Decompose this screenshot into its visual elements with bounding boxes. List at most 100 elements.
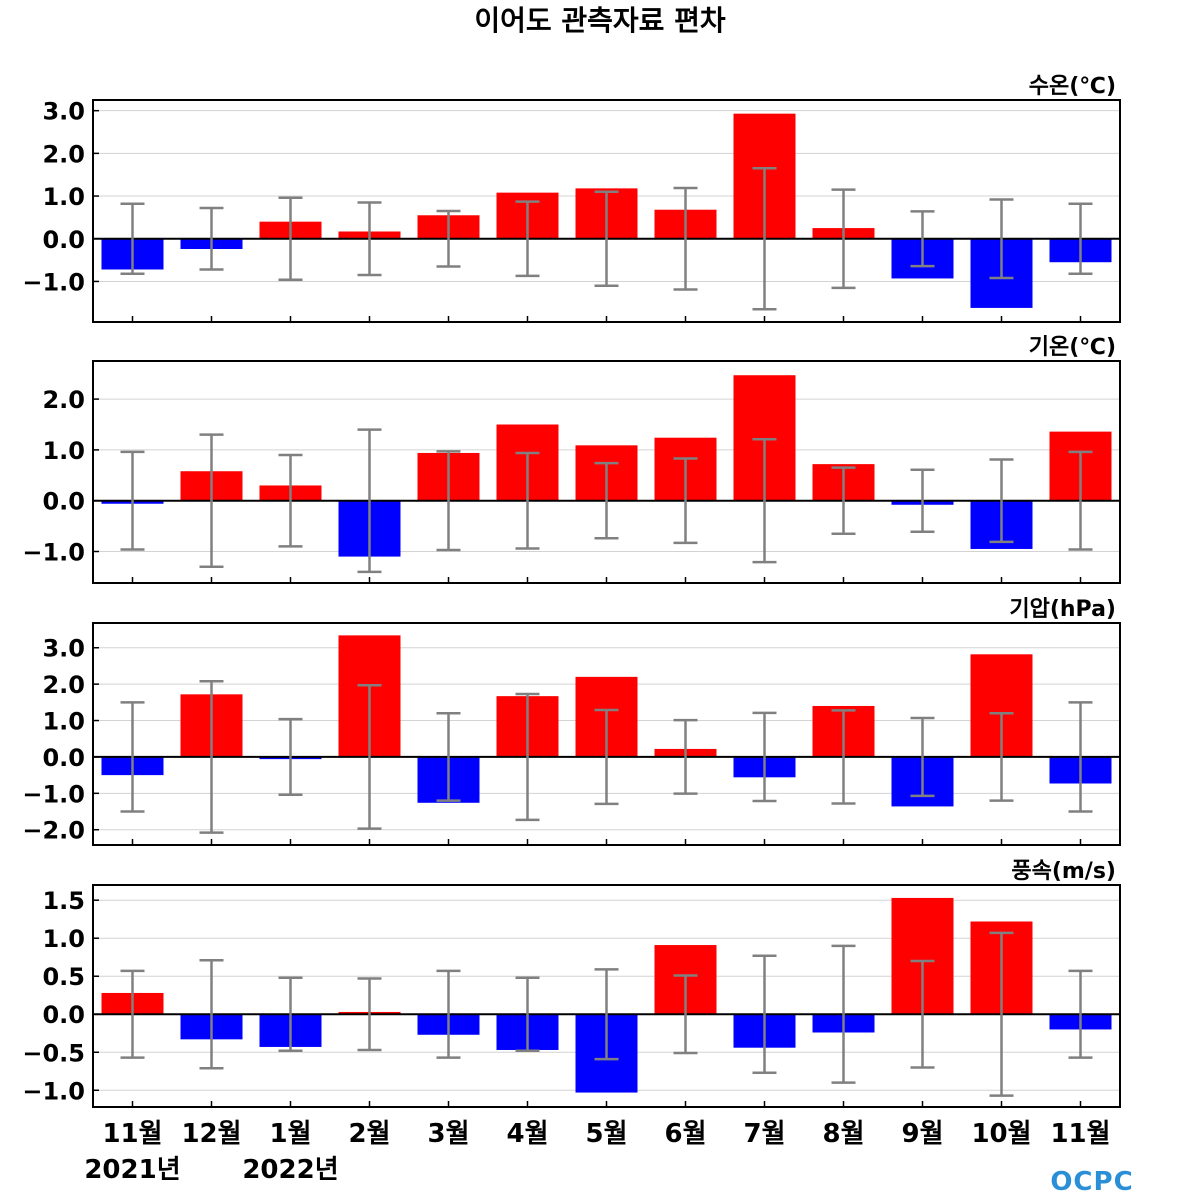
chart-panels: 수온(℃)3.02.01.00.0−1.0기온(℃)2.01.00.0−1.0기…	[22, 74, 1121, 1108]
error-bar	[831, 188, 856, 290]
y-tick-label: 0.0	[42, 488, 85, 516]
error-bar	[357, 428, 382, 574]
error-bar	[357, 683, 382, 830]
error-bar	[120, 202, 145, 276]
error-bar	[515, 692, 540, 822]
y-tick-label: 1.5	[42, 887, 85, 915]
y-tick-label: −1.0	[22, 268, 85, 296]
year-label: 2021년	[84, 1155, 180, 1185]
y-tick-label: 0.0	[42, 226, 85, 254]
panel-frame	[92, 360, 1121, 584]
error-bar	[436, 969, 461, 1059]
error-bar	[673, 186, 698, 291]
error-bar	[831, 709, 856, 805]
panel-unit-label: 기압(hPa)	[1009, 597, 1116, 622]
error-bar	[199, 433, 224, 568]
y-tick-label: 0.0	[42, 744, 85, 772]
x-tick-label: 8월	[822, 1119, 864, 1149]
error-bar	[357, 201, 382, 277]
error-bar	[594, 190, 619, 287]
panel-3: 기압(hPa) 3.0 2.0 1.0 0.0 −1.0 −2.0	[22, 597, 1121, 846]
chart-title: 이어도 관측자료 편차	[474, 4, 726, 37]
error-bar	[1068, 450, 1093, 551]
error-bar	[831, 944, 856, 1084]
error-bar	[278, 453, 303, 548]
error-bar	[278, 717, 303, 797]
panel-4: 풍속(m/s) 1.5 1.0 0.5 0.0 −0.5 −1.0	[22, 859, 1121, 1108]
panel-2: 기온(℃) 2.0 1.0 0.0 −1.0	[22, 335, 1121, 584]
error-bar	[673, 718, 698, 795]
error-bar	[910, 210, 935, 268]
error-bar	[357, 977, 382, 1052]
panel-frame	[92, 99, 1121, 323]
y-tick-label: 2.0	[42, 386, 85, 414]
ocpc-logo: OCPC	[1050, 1167, 1133, 1197]
error-bar	[989, 712, 1014, 802]
year-label: 2022년	[242, 1155, 338, 1185]
error-bar	[989, 198, 1014, 280]
error-bar	[910, 959, 935, 1069]
y-tick-label: 3.0	[42, 635, 85, 663]
error-bar	[436, 712, 461, 802]
panel-unit-label: 풍속(m/s)	[1011, 859, 1116, 884]
y-tick-label: −1.0	[22, 539, 85, 567]
x-tick-label: 6월	[664, 1119, 706, 1149]
x-tick-label: 9월	[901, 1119, 943, 1149]
error-bar	[436, 450, 461, 552]
error-bar	[515, 200, 540, 278]
x-tick-label: 4월	[506, 1119, 548, 1149]
error-bar	[910, 716, 935, 798]
error-bar	[752, 711, 777, 803]
error-bar	[436, 209, 461, 268]
error-bar	[1068, 701, 1093, 813]
y-tick-label: 2.0	[42, 140, 85, 168]
error-bar	[752, 167, 777, 311]
y-tick-label: −2.0	[22, 817, 85, 845]
y-tick-label: −1.0	[22, 780, 85, 808]
error-bar	[120, 450, 145, 551]
y-tick-label: 1.0	[42, 183, 85, 211]
error-bar	[199, 679, 224, 834]
error-bar	[1068, 202, 1093, 276]
error-bar	[673, 974, 698, 1055]
error-bar	[752, 437, 777, 564]
x-tick-label: 2월	[348, 1119, 390, 1149]
x-tick-label: 12월	[181, 1119, 241, 1149]
error-bar	[515, 451, 540, 550]
y-tick-label: 0.0	[42, 1001, 85, 1029]
error-bar	[594, 461, 619, 540]
error-bar	[594, 708, 619, 806]
error-bar	[278, 196, 303, 281]
error-bar	[199, 206, 224, 271]
x-tick-label: 1월	[269, 1119, 311, 1149]
x-axis-labels: 11월 12월 1월 2월 3월 4월 5월 6월 7월 8월 9월 10월 11월 2021년 2022년	[84, 1119, 1110, 1185]
x-tick-label: 11월	[1050, 1119, 1110, 1149]
error-bar	[199, 959, 224, 1070]
panel-frame	[92, 884, 1121, 1108]
x-tick-label: 5월	[585, 1119, 627, 1149]
error-bar	[831, 466, 856, 535]
y-tick-label: 1.0	[42, 437, 85, 465]
x-tick-label: 10월	[971, 1119, 1031, 1149]
error-bar	[752, 954, 777, 1075]
error-bar	[120, 701, 145, 813]
y-tick-label: 1.0	[42, 708, 85, 736]
y-tick-label: −0.5	[22, 1039, 85, 1067]
error-bar	[594, 968, 619, 1061]
error-bar	[989, 931, 1014, 1097]
y-tick-label: 2.0	[42, 671, 85, 699]
error-bar	[515, 976, 540, 1052]
panel-frame	[92, 622, 1121, 846]
y-tick-label: −1.0	[22, 1077, 85, 1105]
error-bar	[120, 969, 145, 1059]
y-tick-label: 0.5	[42, 963, 85, 991]
y-tick-label: 3.0	[42, 98, 85, 126]
error-bar	[278, 976, 303, 1052]
error-bar	[673, 457, 698, 545]
y-tick-label: 1.0	[42, 925, 85, 953]
error-bar	[989, 458, 1014, 544]
error-bar	[910, 468, 935, 533]
error-bar	[1068, 969, 1093, 1059]
ocpc-logo-text: OCPC	[1050, 1167, 1133, 1197]
